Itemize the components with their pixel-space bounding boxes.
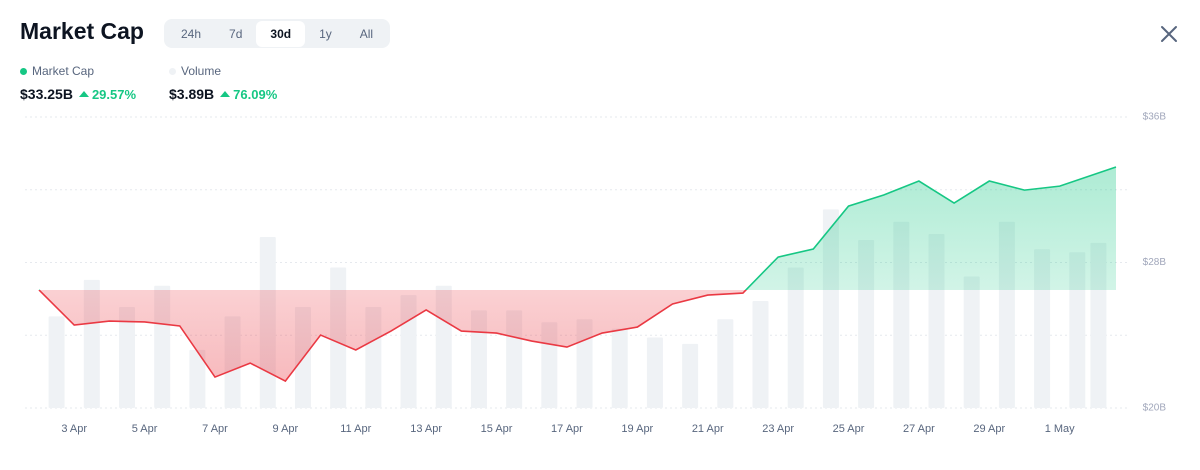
line-up [38,166,1117,290]
close-button[interactable] [1160,25,1178,43]
x-tick-label: 13 Apr [410,423,442,435]
area-up [39,167,1116,290]
volume-bar [470,310,487,408]
x-tick-label: 3 Apr [61,423,87,435]
volume-bar [998,221,1015,408]
value: $3.89B [169,86,215,102]
arrow [220,91,231,97]
change: 29.57% [91,86,137,102]
volume-bar [752,301,769,408]
x-tick-label: 1 May [1045,423,1075,435]
volume-bar [928,234,945,408]
x-tick-label: 19 Apr [621,423,653,435]
legend-label: Market Cap [32,64,95,78]
x-tick-label: 25 Apr [833,423,865,435]
tab[interactable]: 7d [229,26,243,41]
volume-bar [787,267,804,408]
x-tick-label: 21 Apr [692,423,724,435]
volume-bar [83,279,100,408]
y-tick-label: $36B [1143,112,1167,123]
volume-bar [400,295,417,408]
volume-bar [365,306,382,408]
x-tick-label: 5 Apr [132,423,158,435]
tab[interactable]: All [359,26,374,41]
x-tick-label: 11 Apr [340,423,371,435]
x-tick-label: 29 Apr [973,423,1005,435]
volume-bar [48,316,65,408]
value: $33.25B [20,86,73,102]
volume-bar [1069,252,1086,408]
area-down [39,289,746,382]
summary-value: $33.25B 29.57% [20,86,136,102]
title: Market Cap [20,18,144,44]
volume-bar [330,267,347,408]
arrow [78,91,89,97]
change: 76.09% [233,86,278,102]
volume-bar [435,285,452,408]
volume-bar [717,319,734,408]
y-tick-label: $28B [1143,257,1167,268]
volume-bar [154,285,171,408]
volume-bar [611,328,628,408]
tab-bar: 24h 7d 30d 1y All [164,19,391,48]
x-tick-label: 23 Apr [762,423,794,435]
volume-bar [259,236,276,408]
x-tick-label: 17 Apr [551,423,583,435]
volume-bar [118,306,135,408]
line-down [38,289,748,383]
volume-bar [541,322,558,408]
summary-value: $3.89B 76.09% [169,86,277,102]
x-tick-label: 27 Apr [903,423,935,435]
tab[interactable]: 1y [319,26,332,41]
volume-bar [506,310,523,408]
legend-dot [20,67,27,75]
x-tick-label: 7 Apr [202,423,228,435]
legend-label: Volume [181,64,222,78]
up-arrow [78,91,89,97]
volume-bar [224,316,241,408]
volume-bar [963,276,980,408]
legend-item: Market Cap [20,64,94,78]
x-tick-label: 15 Apr [481,423,513,435]
volume-bar [1090,242,1107,408]
y-tick-label: $20B [1143,403,1167,414]
volume-bar [822,209,839,408]
volume-bar [1034,249,1051,408]
volume-bar [858,239,875,408]
tab[interactable]: 24h [181,26,202,41]
volume-bar [682,343,699,408]
up-arrow [220,91,231,97]
legend-dot [169,67,176,75]
x-tick-label: 9 Apr [273,423,299,435]
volume-bar [294,306,311,408]
volume-bar [576,319,593,408]
volume-bar [189,349,206,408]
tab[interactable]: 30d [256,20,306,47]
volume-bar [893,221,910,408]
legend-item: Volume [169,64,221,78]
volume-bar [646,337,663,408]
